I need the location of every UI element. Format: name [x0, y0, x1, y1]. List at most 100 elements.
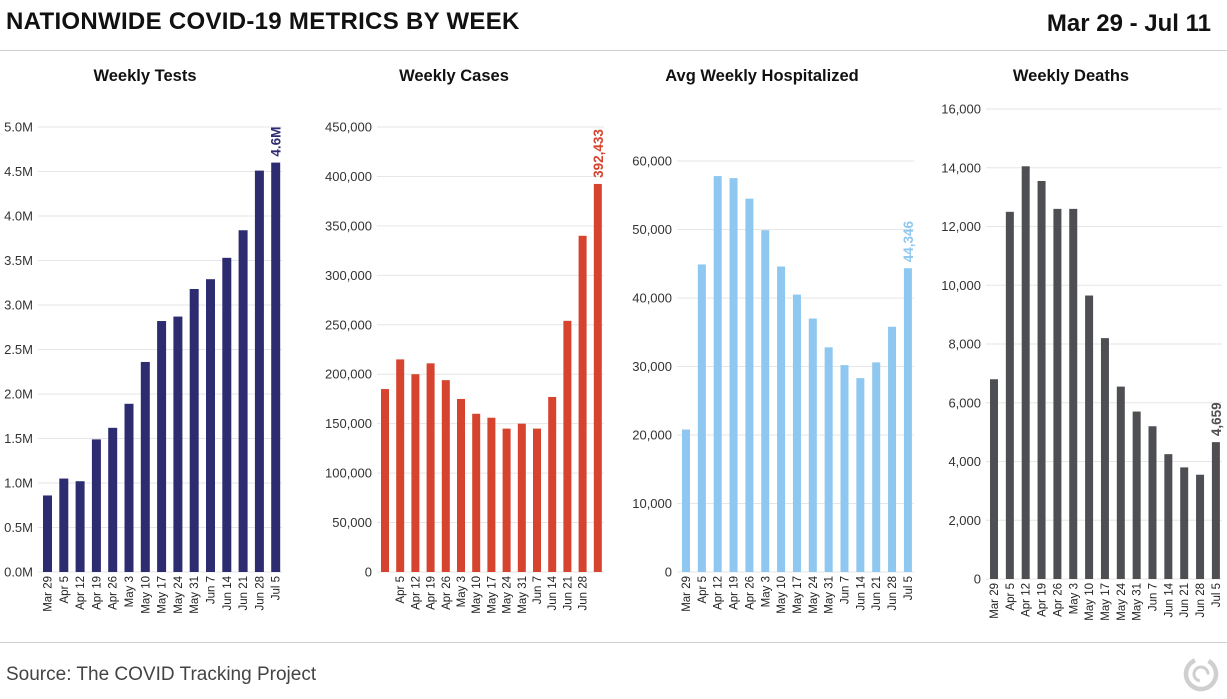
- x-tick-label: May 10: [471, 576, 483, 614]
- bar: [1053, 208, 1062, 579]
- x-tick-label: Jul 5: [271, 576, 283, 600]
- bar: [396, 359, 405, 572]
- x-tick-label: Apr 19: [426, 576, 438, 610]
- bar: [1005, 211, 1014, 579]
- bar: [91, 439, 101, 572]
- bar: [238, 230, 248, 573]
- bar: [157, 321, 167, 572]
- x-tick-label: Apr 5: [1005, 583, 1017, 611]
- bar: [548, 396, 557, 572]
- x-tick-label: Jun 14: [1163, 582, 1175, 617]
- y-tick-label: 0: [665, 565, 672, 580]
- x-tick-label: Jun 7: [840, 576, 852, 604]
- x-tick-label: Apr 19: [1037, 583, 1049, 617]
- bar: [140, 361, 150, 572]
- bar: [903, 268, 912, 572]
- bar: [1021, 166, 1030, 579]
- bar: [729, 178, 738, 572]
- x-tick-label: Jun 7: [206, 576, 218, 604]
- x-tick-label: May 24: [808, 575, 820, 613]
- y-tick-label: 10,000: [941, 278, 981, 293]
- y-tick-label: 50,000: [632, 222, 672, 237]
- bar: [271, 162, 281, 572]
- x-tick-label: May 24: [173, 575, 185, 613]
- x-tick-label: Apr 5: [697, 576, 709, 604]
- bar: [761, 230, 770, 572]
- bar: [75, 481, 85, 572]
- y-tick-label: 5.0M: [4, 120, 33, 135]
- x-tick-label: May 17: [792, 576, 804, 614]
- y-tick-label: 1.0M: [4, 476, 33, 491]
- y-tick-label: 3.0M: [4, 298, 33, 313]
- chart-title: Weekly Deaths: [1013, 67, 1129, 85]
- bar: [1037, 180, 1046, 579]
- x-tick-label: May 10: [1084, 583, 1096, 621]
- bar: [381, 389, 389, 572]
- bar: [533, 428, 541, 572]
- y-tick-label: 450,000: [325, 120, 372, 135]
- y-tick-label: 10,000: [632, 496, 672, 511]
- x-tick-label: Apr 26: [744, 576, 756, 610]
- x-tick-label: Jun 28: [578, 576, 590, 611]
- bar: [563, 320, 572, 572]
- y-tick-label: 8,000: [948, 337, 981, 352]
- x-tick-label: May 3: [124, 576, 136, 607]
- x-tick-label: May 17: [157, 576, 169, 614]
- bar: [206, 279, 215, 572]
- y-tick-label: 250,000: [325, 317, 372, 332]
- date-range: Mar 29 - Jul 11: [1046, 10, 1211, 37]
- y-tick-label: 200,000: [325, 367, 372, 382]
- footer-divider: [0, 642, 1227, 643]
- y-tick-label: 14,000: [941, 160, 981, 175]
- data-label: 392,433: [591, 129, 606, 178]
- bar: [487, 417, 496, 572]
- bar: [697, 264, 706, 572]
- bar: [1196, 474, 1205, 579]
- y-tick-label: 0: [974, 572, 981, 587]
- bar: [108, 427, 118, 572]
- bar: [457, 398, 465, 572]
- x-tick-label: Mar 29: [681, 576, 693, 612]
- x-tick-label: Apr 5: [59, 576, 71, 604]
- y-tick-label: 20,000: [632, 428, 672, 443]
- x-tick-label: Jun 7: [532, 576, 544, 604]
- x-tick-label: Apr 12: [1021, 583, 1033, 617]
- data-label: 4,659: [1209, 402, 1224, 436]
- page-title: NATIONWIDE COVID-19 METRICS BY WEEK: [6, 8, 520, 35]
- bar: [254, 170, 264, 573]
- y-tick-label: 4.0M: [4, 209, 33, 224]
- y-tick-label: 40,000: [632, 291, 672, 306]
- y-tick-label: 0.0M: [4, 565, 33, 580]
- x-tick-label: Mar 29: [43, 576, 55, 612]
- x-tick-label: Apr 19: [91, 576, 103, 610]
- bar: [1100, 338, 1109, 579]
- x-tick-label: May 31: [189, 576, 201, 614]
- bar: [682, 429, 690, 572]
- bar: [426, 363, 435, 572]
- x-tick-label: May 24: [502, 575, 514, 613]
- bar: [472, 413, 481, 572]
- y-tick-label: 2,000: [948, 513, 981, 528]
- x-tick-label: Jun 21: [562, 576, 574, 611]
- chart-title: Weekly Tests: [93, 67, 196, 85]
- charts-panel: Weekly Tests 0.0M 0.5M 1.0M 1.5M 2.0M 2.5M 3.0M…: [4, 67, 1224, 621]
- x-tick-label: Jun 28: [887, 576, 899, 611]
- y-tick-label: 50,000: [332, 515, 372, 530]
- y-tick-label: 2.5M: [4, 342, 33, 357]
- source-note: Source: The COVID Tracking Project: [6, 664, 317, 685]
- bar: [593, 183, 602, 572]
- bar: [222, 257, 232, 572]
- bar: [517, 423, 526, 572]
- bar: [792, 294, 801, 572]
- bar: [1148, 426, 1157, 579]
- x-tick-label: Jun 14: [855, 575, 867, 610]
- bar: [411, 374, 420, 572]
- bar: [990, 379, 998, 579]
- bar: [1069, 208, 1078, 579]
- x-tick-label: Jul 5: [1211, 583, 1223, 607]
- bar: [1116, 386, 1125, 579]
- bar: [1180, 467, 1189, 579]
- y-tick-label: 400,000: [325, 169, 372, 184]
- x-tick-label: May 3: [760, 576, 772, 607]
- y-tick-label: 16,000: [941, 102, 981, 117]
